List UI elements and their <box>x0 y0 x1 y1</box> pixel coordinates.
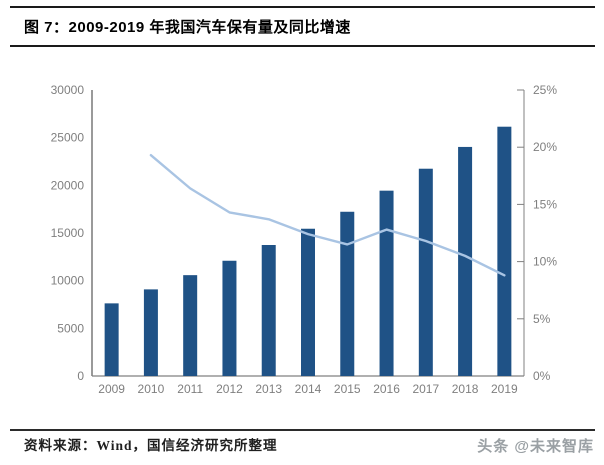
bar-2012 <box>222 260 237 376</box>
header-top-rule <box>10 6 595 8</box>
bar-2015 <box>340 211 355 376</box>
x-axis-label: 2017 <box>412 382 439 396</box>
x-axis-label: 2015 <box>334 382 361 396</box>
bar-2014 <box>301 228 315 376</box>
x-axis-label: 2014 <box>295 382 322 396</box>
left-axis-tick-label: 5000 <box>57 321 84 335</box>
bar-2016 <box>379 190 394 376</box>
x-axis-label: 2011 <box>177 382 203 396</box>
bar-2009 <box>104 303 119 376</box>
bar-2013 <box>261 245 276 376</box>
x-axis-label: 2016 <box>373 382 400 396</box>
right-axis-tick-label: 25% <box>533 83 557 97</box>
source-note: 资料来源：Wind，国信经济研究所整理 <box>24 438 278 453</box>
growth-rate-line <box>149 154 506 277</box>
watermark: 头条 @未来智库 <box>477 438 594 455</box>
combo-chart: 0 5000 10000 15000 20000 25000 30000 0% 5% 10% 15%… <box>51 83 558 396</box>
right-axis-tick-label: 0% <box>533 369 551 383</box>
left-axis-tick-label: 15000 <box>51 226 85 240</box>
right-axis-tick-label: 5% <box>533 312 551 326</box>
right-axis-tick-label: 15% <box>533 197 557 211</box>
left-axis-tick-label: 30000 <box>51 83 85 97</box>
right-axis-tick-label: 10% <box>533 255 557 269</box>
left-axis-tick-label: 10000 <box>51 274 85 288</box>
figure-title: 图 7：2009-2019 年我国汽车保有量及同比增速 <box>24 19 351 36</box>
x-axis-label: 2018 <box>452 382 479 396</box>
title-bottom-rule <box>10 45 595 47</box>
left-axis-tick-label: 20000 <box>51 178 85 192</box>
bar-2019 <box>497 126 512 376</box>
right-axis-tick-label: 20% <box>533 140 557 154</box>
x-axis-label: 2013 <box>255 382 282 396</box>
chart-area: 0 5000 10000 15000 20000 25000 30000 0% 5% 10% 15%… <box>0 60 604 420</box>
bar-2011 <box>183 275 198 376</box>
bar-2017 <box>418 168 433 376</box>
x-axis-label: 2012 <box>216 382 243 396</box>
left-axis-tick-label: 0 <box>77 369 84 383</box>
x-axis-label: 2009 <box>98 382 125 396</box>
x-axis-label: 2010 <box>138 382 165 396</box>
bar-2010 <box>143 289 158 376</box>
x-axis-label: 2019 <box>491 382 518 396</box>
footer-rule <box>10 429 595 431</box>
left-axis-tick-label: 25000 <box>51 131 85 145</box>
bar-2018 <box>458 146 473 376</box>
